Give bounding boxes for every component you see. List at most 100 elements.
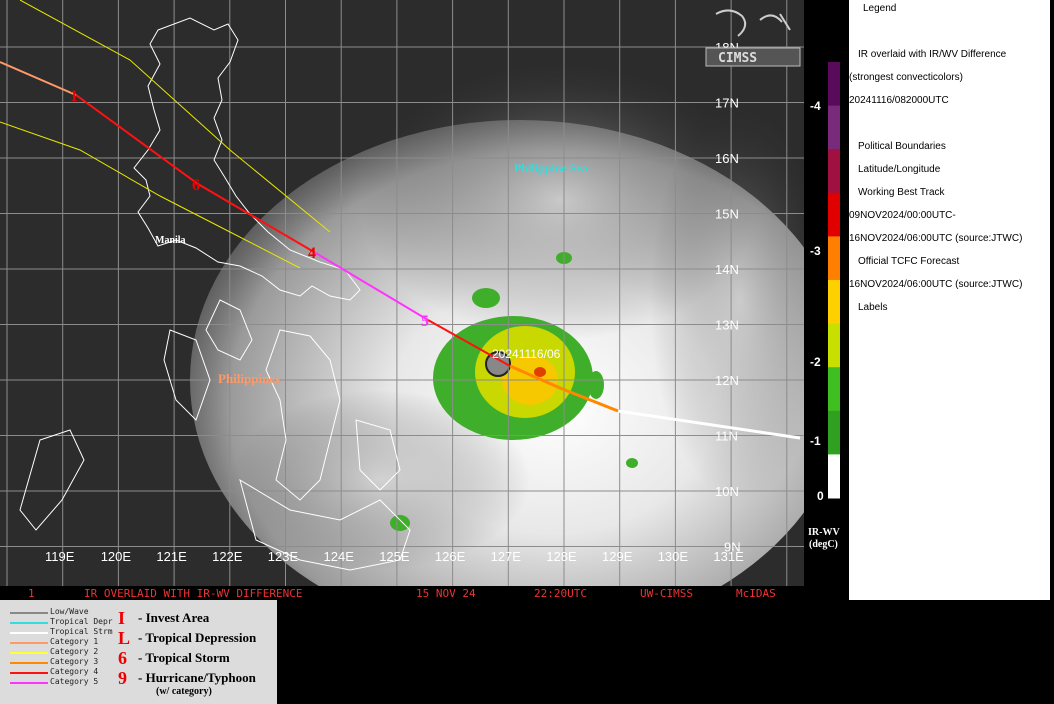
palawan-coast — [19, 429, 85, 531]
key-label: Category 4 — [50, 667, 99, 676]
political-boundaries — [19, 17, 411, 571]
key-line-cat2 — [10, 652, 48, 654]
legend-row: Political Boundaries — [858, 141, 946, 152]
symbol-note: (w/ category) — [156, 686, 212, 697]
track-symbol: 5 — [421, 313, 429, 330]
storm-eye — [485, 351, 511, 377]
key-label: Category 3 — [50, 657, 99, 666]
logo-text: CIMSS — [718, 51, 757, 66]
colorbar-tick: -2 — [810, 355, 821, 369]
cloud-band-east — [650, 100, 804, 500]
colorbar-swatch — [828, 236, 840, 281]
key-line-cat5 — [10, 682, 48, 684]
track-category-1 — [0, 61, 77, 96]
legend-title: Legend — [863, 3, 897, 14]
track-tropical-storm — [617, 409, 801, 440]
legend-row: Working Best Track — [858, 187, 945, 198]
longitude-label: 124E — [324, 549, 355, 564]
luzon-coast — [133, 17, 361, 301]
colorbar-swatch — [828, 280, 840, 325]
colorbar-swatch — [828, 62, 840, 107]
satellite-map: 1 6 4 5 Philippine Sea Manila Philippine… — [0, 0, 804, 600]
longitude-label: 125E — [379, 549, 410, 564]
track-category-5 — [313, 251, 429, 321]
longitude-label: 127E — [491, 549, 522, 564]
logo-mark — [715, 9, 791, 37]
colorbar: -4 -3 -2 -1 0 IR-WV (degC) — [804, 0, 849, 600]
mindoro-coast — [163, 329, 211, 421]
footer-source: UW-CIMSS — [640, 587, 693, 600]
symbol-label: - Hurricane/Typhoon — [138, 670, 256, 685]
track-symbol: 4 — [308, 245, 316, 262]
convection-hotspot — [534, 367, 546, 377]
convection-cell — [390, 515, 410, 531]
longitude-label: 122E — [212, 549, 243, 564]
colorbar-swatch — [828, 454, 840, 499]
key-line-cat4 — [10, 672, 48, 674]
colorbar-swatch — [828, 410, 840, 455]
longitude-label: 119E — [45, 549, 75, 564]
latitude-label: 10N — [715, 484, 739, 499]
key-line-td — [10, 622, 48, 624]
track-symbol: 6 — [192, 177, 200, 194]
colorbar-svg — [828, 62, 840, 499]
key-line-cat3 — [10, 662, 48, 664]
legend-row: 16NOV2024/06:00UTC (source:JTWC) — [849, 233, 1023, 244]
legend-row: Official TCFC Forecast — [858, 256, 960, 267]
invest-area-icon: I — [118, 608, 126, 628]
label-philippines: Philippines — [218, 371, 280, 386]
longitude-label: 129E — [602, 549, 633, 564]
latitude-label: 12N — [715, 373, 739, 388]
legend-row: (strongest convecticolors) — [849, 72, 963, 83]
symbol-label: - Tropical Storm — [138, 650, 230, 665]
symbol-label: - Tropical Depression — [138, 630, 257, 645]
legend-panel: Legend IR overlaid with IR/WV Difference… — [849, 0, 1050, 600]
storm-date-label: 20241116/06 — [492, 347, 561, 361]
latitude-label: 15N — [715, 207, 739, 222]
colorbar-unit: IR-WV — [808, 527, 840, 538]
forecast-cone-south — [0, 121, 301, 269]
key-label: Category 1 — [50, 637, 99, 646]
hurricane-icon: 9 — [118, 668, 127, 688]
product-footer: 1 IR OVERLAID WITH IR-WV DIFFERENCE 15 N… — [0, 586, 804, 600]
track-category-4 — [427, 319, 511, 367]
forecast-cone-north — [19, 0, 331, 233]
longitude-label: 123E — [268, 549, 299, 564]
latitude-label: 11N — [715, 429, 738, 444]
longitude-label: 128E — [546, 549, 577, 564]
label-manila: Manila — [155, 235, 186, 246]
latitude-label: 17N — [715, 96, 739, 111]
longitude-labels: 119E 120E 121E 122E 123E 124E 125E 126E 127E 128E… — [45, 549, 744, 564]
legend-row: 16NOV2024/06:00UTC (source:JTWC) — [849, 279, 1023, 290]
footer-date: 15 NOV 24 — [416, 587, 476, 600]
footer-time: 22:20UTC — [534, 587, 587, 600]
colorbar-tick: -3 — [810, 244, 821, 258]
key-label: Tropical Depr — [50, 617, 113, 626]
colorbar-tick: -1 — [810, 434, 821, 448]
colorbar-swatch — [828, 367, 840, 412]
key-line-ts — [10, 632, 48, 634]
longitude-label: 130E — [658, 549, 689, 564]
footer-frame: 1 — [28, 587, 35, 600]
colorbar-tick: 0 — [817, 489, 824, 503]
footer-product: IR OVERLAID WITH IR-WV DIFFERENCE — [84, 587, 303, 600]
symbol-label: - Invest Area — [138, 610, 210, 625]
longitude-label: 126E — [435, 549, 466, 564]
latitude-label: 13N — [715, 318, 739, 333]
key-label: Category 5 — [50, 677, 99, 686]
colorbar-swatch — [828, 105, 840, 150]
longitude-label: 131E — [713, 549, 744, 564]
legend-row: 09NOV2024/00:00UTC- — [849, 210, 956, 221]
colorbar-swatch — [828, 192, 840, 237]
mindanao-coast — [239, 478, 411, 571]
track-symbols: 1 6 4 5 — [70, 88, 429, 330]
cimss-logo: CIMSS — [705, 9, 801, 67]
legend-row: 20241116/082000UTC — [849, 95, 949, 106]
colorbar-unit: (degC) — [809, 539, 838, 550]
legend-row: IR overlaid with IR/WV Difference — [858, 49, 1007, 60]
legend-row: Labels — [858, 302, 888, 313]
visayas-coast — [265, 329, 341, 501]
key-label: Tropical Strm — [50, 627, 113, 636]
latitude-label: 16N — [715, 151, 739, 166]
tropical-depression-icon: L — [118, 628, 131, 648]
